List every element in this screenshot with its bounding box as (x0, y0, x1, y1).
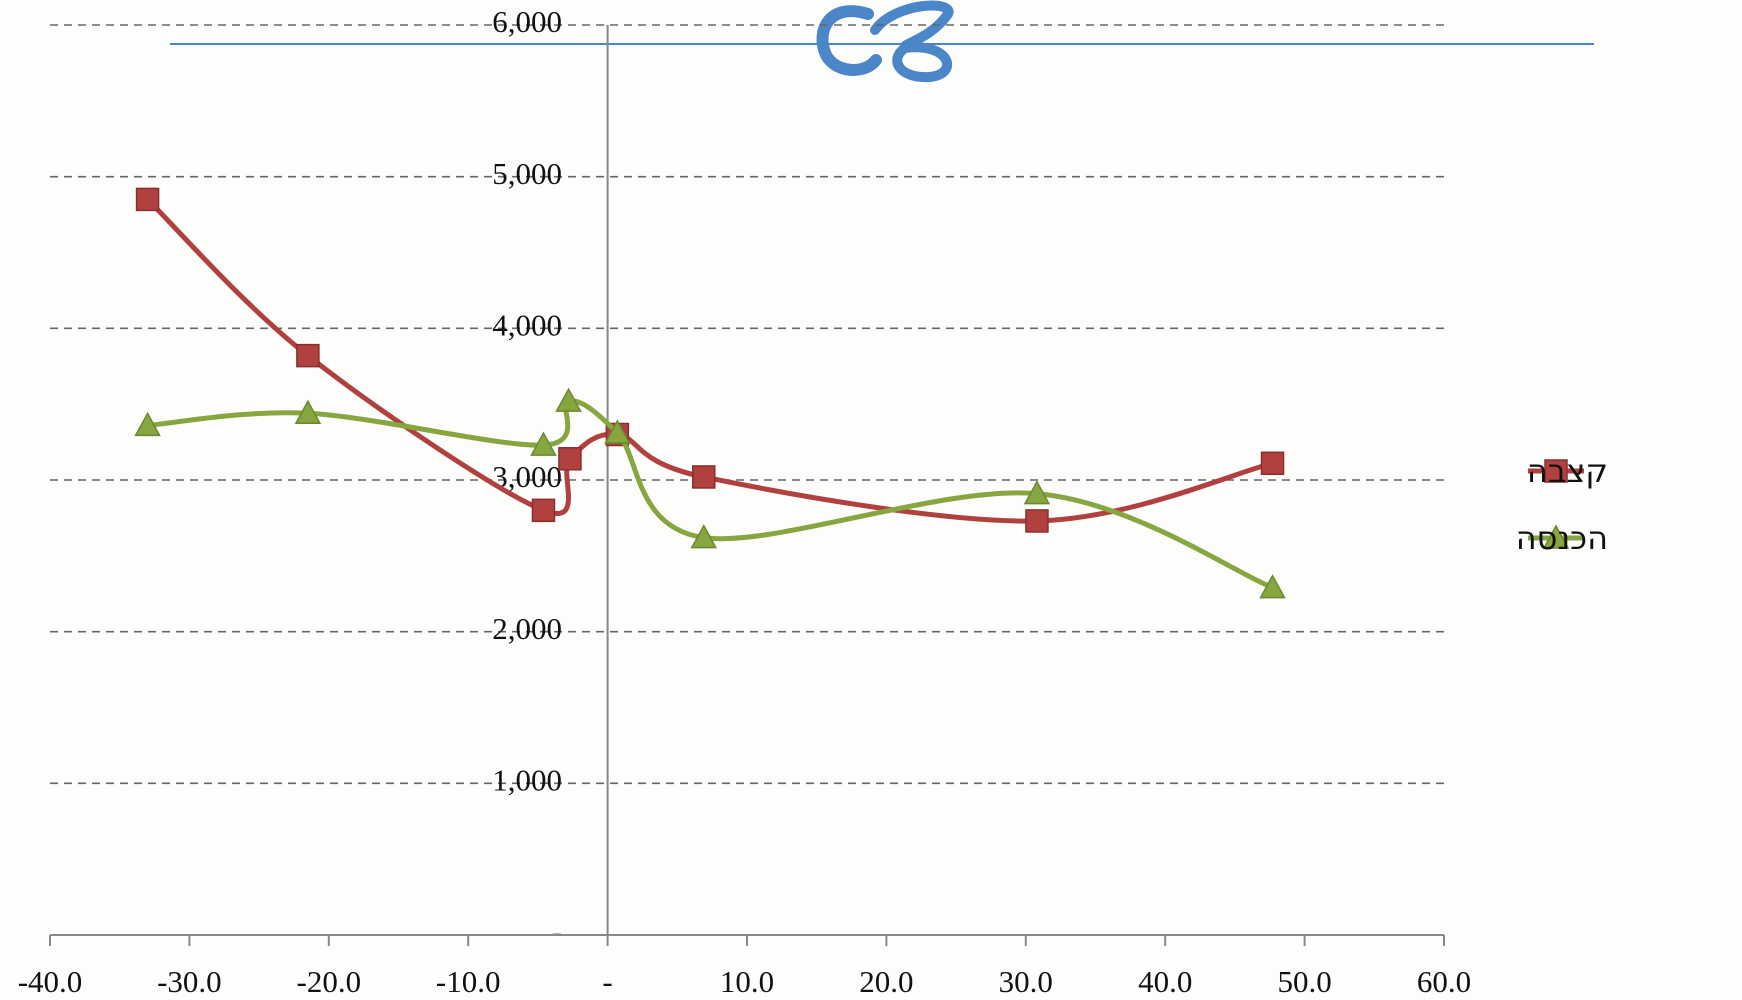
series-line (145, 398, 1276, 591)
data-point (1259, 574, 1286, 599)
x-tick-label: 40.0 (1138, 964, 1192, 999)
data-point (692, 465, 716, 489)
x-tick-label: - (602, 964, 612, 999)
x-tick-label: -40.0 (18, 964, 83, 999)
data-point (135, 187, 160, 212)
x-tick-label: -20.0 (297, 964, 362, 999)
x-tick-label: 20.0 (859, 964, 913, 999)
legend-marker (1542, 524, 1570, 549)
x-tick-label: -10.0 (436, 964, 501, 999)
y-tick-label: 1,000 (492, 762, 562, 797)
legend-label: הכנסה (1516, 519, 1608, 557)
legend-label: קצבה (1527, 452, 1608, 490)
data-point (294, 399, 322, 425)
y-tick-label: 6,000 (492, 4, 562, 39)
x-tick-label: 10.0 (720, 964, 774, 999)
data-point (1023, 480, 1051, 505)
logo-c (816, 5, 882, 76)
data-point (690, 524, 718, 549)
legend-marker (1544, 459, 1568, 483)
y-tick-label: - (552, 914, 562, 949)
data-point (531, 498, 556, 523)
data-point (134, 411, 161, 437)
y-tick-label: 5,000 (492, 156, 562, 191)
data-point (555, 387, 582, 412)
legend: קצבה הכנסה (1516, 452, 1608, 557)
y-tick-label: 2,000 (492, 611, 562, 646)
logo (170, 0, 1594, 83)
data-point (604, 419, 631, 444)
x-tick-label: 30.0 (999, 964, 1053, 999)
data-point (558, 447, 582, 471)
data-point (1260, 451, 1285, 476)
data-point (296, 343, 320, 368)
x-tick-label: 50.0 (1277, 964, 1331, 999)
data-point (1025, 509, 1049, 533)
data-point (530, 431, 557, 456)
y-tick-label: 4,000 (492, 307, 562, 342)
logo-b (870, 0, 954, 83)
x-tick-label: 60.0 (1417, 964, 1471, 999)
x-tick-label: -30.0 (157, 964, 222, 999)
